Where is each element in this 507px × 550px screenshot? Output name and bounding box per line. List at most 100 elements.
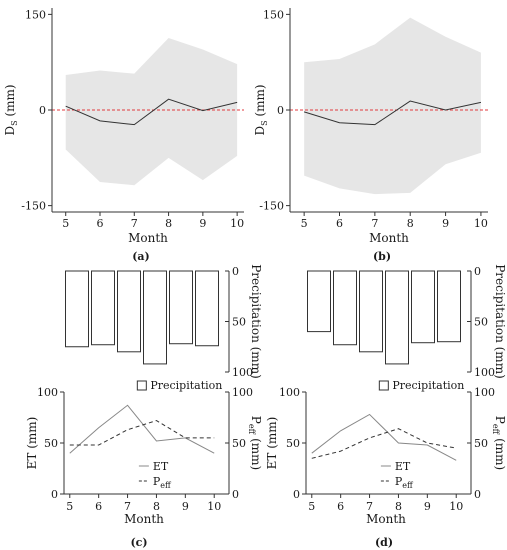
precip-bar <box>143 270 167 365</box>
peff-tick-label: 50 <box>232 437 246 450</box>
peff-label-unit: (mm) <box>249 434 263 470</box>
x-axis-label: Month <box>124 512 164 526</box>
peff-label-sub: eff <box>491 424 500 436</box>
precip-legend-label: Precipitation <box>150 379 222 392</box>
peff-tick-label: 50 <box>474 437 488 450</box>
precip-legend-label: Precipitation <box>392 379 464 392</box>
et-line <box>69 404 215 454</box>
legend-label-sub: eff <box>160 481 172 490</box>
peff-label-main: P <box>249 416 263 424</box>
x-axis-label: Month <box>369 231 409 245</box>
peff-label-sub: eff <box>247 424 256 436</box>
x-tick-label: 10 <box>474 217 488 230</box>
precip-bar <box>359 270 383 353</box>
peff-tick-label: 0 <box>474 488 481 501</box>
panel-a: -150 0 150 5 6 7 8 9 10 Month DS (mm) (a) <box>3 8 244 263</box>
et-tick-label: 100 <box>279 386 300 399</box>
precip-bar <box>333 270 357 346</box>
month-tick-label: 5 <box>308 500 315 513</box>
peff-tick-label: 100 <box>232 386 253 399</box>
precip-tick-label: 50 <box>232 316 246 329</box>
et-tick-label: 50 <box>44 437 58 450</box>
y-tick-label: -150 <box>259 200 284 213</box>
panel-caption: (a) <box>132 250 150 263</box>
et-tick-label: 50 <box>286 437 300 450</box>
month-tick-label: 5 <box>66 500 73 513</box>
et-axis-label: ET (mm) <box>25 417 39 470</box>
x-tick-label: 8 <box>165 217 172 230</box>
x-tick-label: 7 <box>371 217 378 230</box>
legend-label: ET <box>395 460 411 473</box>
x-axis-label: Month <box>366 512 406 526</box>
x-tick-label: 10 <box>230 217 244 230</box>
month-tick-label: 7 <box>124 500 131 513</box>
panel-caption: (d) <box>375 536 393 549</box>
precip-bar <box>307 270 331 333</box>
y-tick-label: 150 <box>25 8 46 21</box>
legend-label: Peff <box>153 475 172 490</box>
x-tick-label: 8 <box>407 217 414 230</box>
month-tick-label: 9 <box>424 500 431 513</box>
x-tick-label: 6 <box>336 217 343 230</box>
peff-tick-label: 0 <box>232 488 239 501</box>
month-tick-label: 6 <box>95 500 102 513</box>
month-tick-label: 8 <box>395 500 402 513</box>
month-tick-label: 10 <box>449 500 463 513</box>
panel-caption: (b) <box>373 250 391 263</box>
uncertainty-band <box>304 17 481 195</box>
precip-tick-label: 0 <box>232 265 239 278</box>
y-axis-label: DS (mm) <box>253 84 269 135</box>
panel-b: -150 0 150 5 6 7 8 9 10 Month DS (mm) (b) <box>253 8 488 263</box>
precip-bar <box>117 270 141 353</box>
y-axis-label-sub: S <box>10 120 19 125</box>
month-tick-label: 6 <box>337 500 344 513</box>
y-tick-label: 0 <box>277 104 284 117</box>
x-tick-label: 6 <box>97 217 104 230</box>
et-axis-label: ET (mm) <box>265 417 279 470</box>
legend-label: ET <box>153 460 169 473</box>
y-tick-label: 0 <box>39 104 46 117</box>
et-tick-label: 0 <box>51 488 58 501</box>
precip-bar <box>411 270 435 344</box>
x-axis-label: Month <box>128 231 168 245</box>
x-tick-label: 5 <box>301 217 308 230</box>
peff-line <box>311 428 457 459</box>
x-tick-label: 9 <box>199 217 206 230</box>
x-tick-label: 5 <box>62 217 69 230</box>
panel-caption: (c) <box>130 536 147 549</box>
y-axis-label: DS (mm) <box>3 84 19 135</box>
precip-bar <box>437 270 461 343</box>
peff-tick-label: 100 <box>474 386 495 399</box>
x-tick-label: 9 <box>442 217 449 230</box>
month-tick-label: 10 <box>207 500 221 513</box>
y-axis-label-main: D <box>3 126 17 136</box>
month-tick-label: 9 <box>182 500 189 513</box>
legend-label-main: P <box>153 475 161 488</box>
precip-tick-label: 50 <box>474 316 488 329</box>
x-tick-label: 7 <box>131 217 138 230</box>
precip-bar <box>195 270 219 347</box>
ds-series-line <box>65 98 238 126</box>
month-tick-label: 7 <box>366 500 373 513</box>
y-tick-label: 150 <box>263 8 284 21</box>
precip-axis-label: Precipitation (mm) <box>249 264 263 379</box>
legend-label-main: P <box>395 475 403 488</box>
legend-label: Peff <box>395 475 414 490</box>
y-axis-label-unit: (mm) <box>3 84 17 120</box>
precip-tick-label: 100 <box>474 366 495 379</box>
y-axis-label-unit: (mm) <box>253 84 267 120</box>
precip-legend-swatch <box>378 380 389 391</box>
ds-series-line <box>303 100 482 126</box>
y-axis-label-main: D <box>253 126 267 136</box>
peff-axis-label: Peff (mm) <box>247 416 263 470</box>
precip-legend-swatch <box>136 380 147 391</box>
precip-bar <box>385 270 409 365</box>
precip-bar <box>91 270 115 346</box>
et-tick-label: 100 <box>37 386 58 399</box>
peff-line <box>69 420 215 446</box>
y-tick-label: -150 <box>21 200 46 213</box>
peff-axis-label: Peff (mm) <box>491 416 507 470</box>
